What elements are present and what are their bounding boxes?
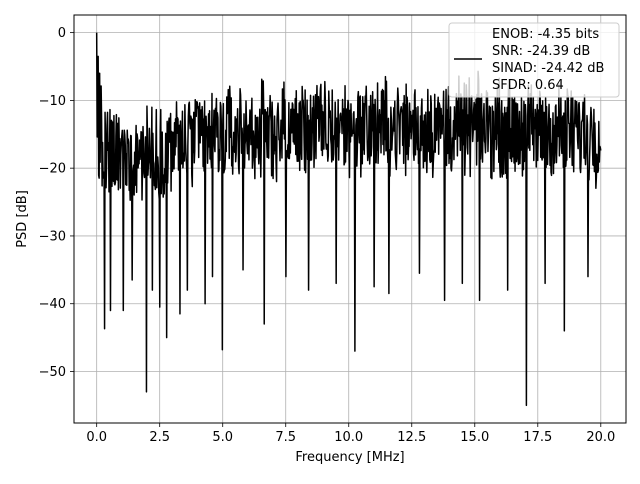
legend-box: [448, 22, 620, 98]
y-ticks: 0 −10 −20 −30 −40 −50: [39, 26, 74, 380]
y-tick-label: 0: [58, 26, 66, 41]
y-axis-label: PSD [dB]: [15, 190, 30, 248]
y-tick-label: −50: [39, 365, 66, 380]
x-tick-label: 20.0: [586, 430, 615, 445]
y-tick-label: −30: [39, 229, 66, 244]
x-tick-label: 17.5: [523, 430, 552, 445]
x-tick-label: 2.5: [149, 430, 170, 445]
legend-sfdr: SFDR: 0.64: [492, 78, 564, 93]
x-axis-label: Frequency [MHz]: [295, 450, 404, 465]
x-tick-label: 12.5: [397, 430, 426, 445]
legend: ENOB: -4.35 bits SNR: -24.39 dB SINAD: -…: [448, 22, 620, 98]
y-tick-label: −20: [39, 162, 66, 177]
x-tick-label: 10.0: [334, 430, 363, 445]
y-tick-label: −10: [39, 94, 66, 109]
psd-series-line: [95, 32, 602, 407]
legend-enob: ENOB: -4.35 bits: [492, 27, 599, 42]
x-tick-label: 5.0: [212, 430, 233, 445]
x-tick-label: 0.0: [86, 430, 107, 445]
legend-snr: SNR: -24.39 dB: [492, 44, 590, 59]
series-layer: [95, 32, 602, 407]
y-tick-label: −40: [39, 297, 66, 312]
plot-frame: [73, 14, 627, 424]
legend-sinad: SINAD: -24.42 dB: [492, 61, 604, 76]
x-tick-label: 7.5: [275, 430, 296, 445]
x-tick-label: 15.0: [460, 430, 489, 445]
x-ticks: 0.0 2.5 5.0 7.5 10.0 12.5 15.0 17.5 20.0: [86, 423, 615, 445]
